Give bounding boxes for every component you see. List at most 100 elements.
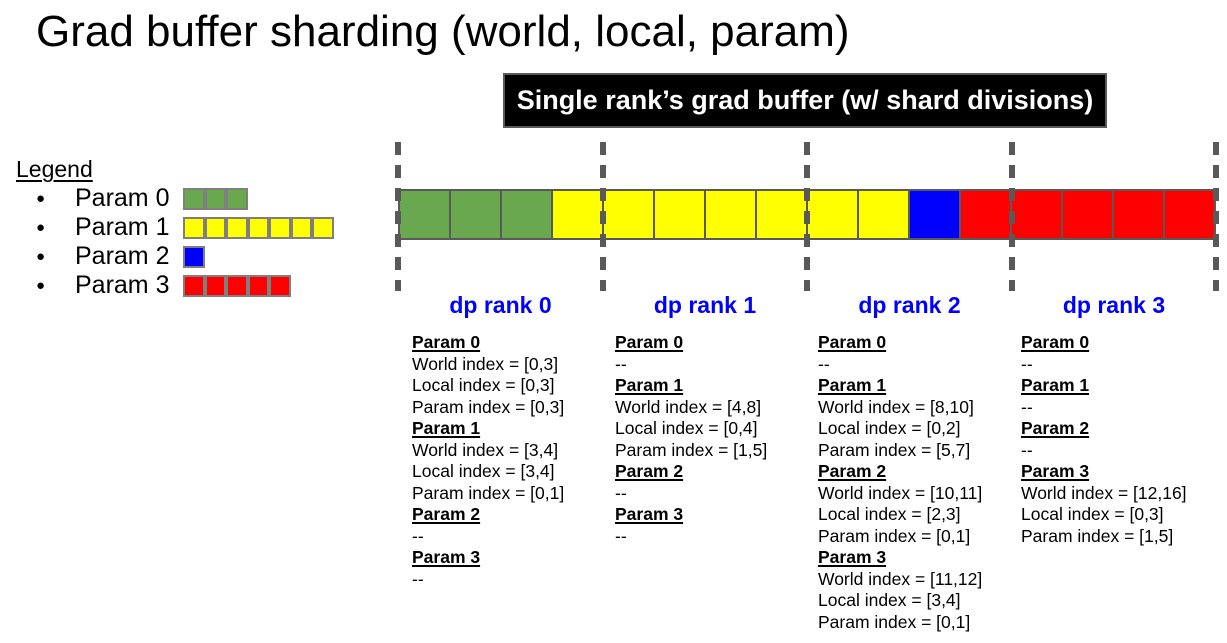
legend-swatch: [226, 188, 248, 210]
dp-rank-label: dp rank 2: [858, 292, 961, 318]
param-index-line: Local index = [3,4]: [412, 461, 555, 481]
param-heading: Param 2: [1021, 418, 1090, 438]
param-index-line: Local index = [0,4]: [615, 418, 758, 438]
legend-item: ● Param 3: [14, 271, 384, 303]
legend-swatches: [183, 188, 248, 210]
legend-item: ● Param 0: [14, 184, 384, 216]
param-index-line: --: [818, 353, 830, 374]
buffer-cell: [551, 191, 602, 238]
legend-items: ● Param 0 ● Param 1 ● Param 2 ● Param 3: [14, 184, 384, 303]
legend-heading: Legend: [16, 156, 93, 182]
param-heading: Param 0: [1021, 332, 1090, 352]
legend-swatch: [247, 217, 269, 239]
rank-column: Param 0 -- Param 1 World index = [8,10] Loca…: [818, 332, 1018, 633]
legend-swatch: [269, 217, 291, 239]
param-index-line: --: [615, 353, 627, 374]
buffer-cell: [908, 191, 959, 238]
buffer-cell: [857, 191, 908, 238]
page-title: Grad buffer sharding (world, local, para…: [36, 7, 850, 56]
legend-swatches: [183, 246, 205, 268]
legend-swatch: [290, 217, 312, 239]
param-index-line: --: [615, 525, 627, 546]
legend-item: ● Param 1: [14, 213, 384, 245]
buffer-cell: [1163, 191, 1214, 238]
param-index-line: Param index = [0,1]: [412, 482, 565, 503]
param-index-line: Local index = [2,3]: [818, 504, 961, 524]
legend-item-label: Param 3: [75, 271, 170, 299]
buffer-cell: [1010, 191, 1061, 238]
param-index-line: Param index = [5,7]: [818, 439, 971, 460]
param-heading: Param 0: [412, 332, 481, 352]
bullet-icon: ●: [36, 219, 46, 236]
param-index-line: Local index = [0,3]: [412, 375, 555, 395]
param-index-line: World index = [12,16]: [1021, 482, 1187, 503]
rank-column: Param 0 -- Param 1 -- Param 2 -- Param 3 World …: [1021, 332, 1221, 547]
param-heading: Param 3: [1021, 461, 1090, 481]
dp-rank-label: dp rank 0: [449, 292, 552, 318]
legend-swatches: [183, 217, 334, 239]
buffer-cell: [449, 191, 500, 238]
bullet-icon: ●: [36, 277, 46, 294]
buffer-cell: [602, 191, 653, 238]
buffer-cell: [500, 191, 551, 238]
param-heading: Param 0: [818, 332, 887, 352]
param-index-line: --: [1021, 353, 1033, 374]
legend-item-label: Param 2: [75, 242, 170, 270]
legend-swatch: [183, 246, 205, 268]
buffer-cell: [959, 191, 1010, 238]
param-index-line: --: [1021, 396, 1033, 417]
param-index-line: World index = [11,12]: [818, 568, 983, 589]
buffer-cell: [1112, 191, 1163, 238]
legend-item-label: Param 0: [75, 184, 170, 212]
legend-swatch: [312, 217, 334, 239]
param-index-line: World index = [4,8]: [615, 396, 762, 417]
param-heading: Param 1: [412, 418, 481, 438]
buffer-cell: [400, 191, 449, 238]
buffer-banner-label: Single rank’s grad buffer (w/ shard divi…: [516, 85, 1094, 115]
param-heading: Param 3: [615, 504, 684, 524]
legend-item: ● Param 2: [14, 242, 384, 274]
buffer-cell: [704, 191, 755, 238]
legend-swatch: [226, 217, 248, 239]
bullet-icon: ●: [36, 190, 46, 207]
legend-swatches: [183, 275, 291, 297]
param-index-line: --: [412, 568, 424, 589]
buffer-cell: [653, 191, 704, 238]
buffer-banner: Single rank’s grad buffer (w/ shard divi…: [503, 73, 1107, 128]
param-index-line: --: [615, 482, 627, 503]
legend-swatch: [204, 188, 226, 210]
param-index-line: --: [1021, 439, 1033, 460]
rank-column: Param 0 World index = [0,3] Local index = …: [412, 332, 612, 590]
param-heading: Param 1: [1021, 375, 1090, 395]
dp-rank-label: dp rank 1: [653, 292, 757, 318]
param-index-line: Param index = [0,3]: [412, 396, 565, 417]
buffer-cell: [1061, 191, 1112, 238]
param-index-line: World index = [0,3]: [412, 353, 559, 374]
rank-column: Param 0 -- Param 1 World index = [4,8] Local…: [615, 332, 815, 547]
param-heading: Param 3: [412, 547, 481, 567]
legend-swatch: [204, 217, 226, 239]
param-index-line: World index = [8,10]: [818, 396, 974, 417]
param-index-line: Param index = [1,5]: [615, 439, 768, 460]
param-index-line: Param index = [1,5]: [1021, 525, 1174, 546]
param-index-line: Param index = [0,1]: [818, 525, 971, 546]
buffer-cell: [755, 191, 806, 238]
legend-swatch: [204, 275, 226, 297]
legend-swatch: [183, 217, 205, 239]
param-index-line: --: [412, 525, 424, 546]
param-index-line: Param index = [0,1]: [818, 611, 971, 632]
param-index-line: Local index = [0,2]: [818, 418, 961, 438]
legend-item-label: Param 1: [75, 213, 170, 241]
param-heading: Param 2: [615, 461, 684, 481]
legend-swatch: [226, 275, 248, 297]
param-heading: Param 1: [818, 375, 887, 395]
legend-swatch: [183, 275, 205, 297]
param-index-line: World index = [10,11]: [818, 482, 983, 503]
legend-swatch: [247, 275, 269, 297]
param-heading: Param 2: [818, 461, 887, 481]
legend-swatch: [183, 188, 205, 210]
bullet-icon: ●: [36, 248, 46, 265]
param-index-line: Local index = [0,3]: [1021, 504, 1164, 524]
param-index-line: World index = [3,4]: [412, 439, 559, 460]
